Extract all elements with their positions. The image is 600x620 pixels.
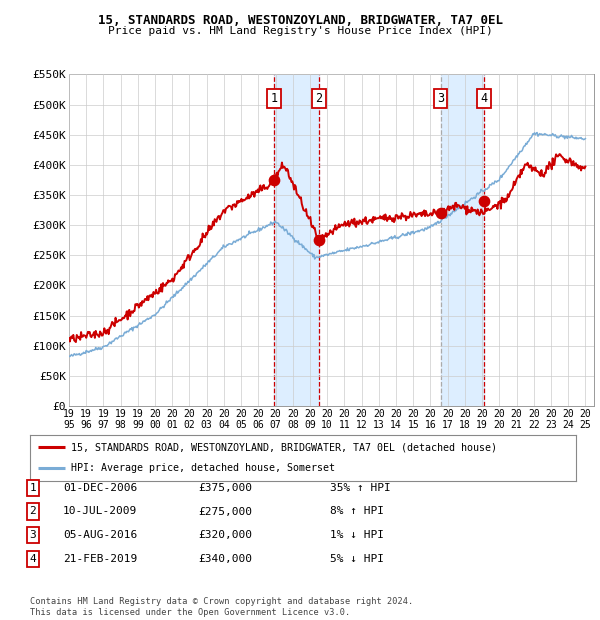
- Text: 4: 4: [29, 554, 37, 564]
- Text: 05-AUG-2016: 05-AUG-2016: [63, 530, 137, 540]
- Text: 2: 2: [29, 507, 37, 516]
- Text: £340,000: £340,000: [198, 554, 252, 564]
- Text: 3: 3: [437, 92, 444, 105]
- Text: 8% ↑ HPI: 8% ↑ HPI: [330, 507, 384, 516]
- Point: [269, 175, 279, 185]
- Bar: [274, 74, 319, 406]
- Text: £375,000: £375,000: [198, 483, 252, 493]
- Text: 01-DEC-2006: 01-DEC-2006: [63, 483, 137, 493]
- Text: 3: 3: [29, 530, 37, 540]
- Text: £320,000: £320,000: [198, 530, 252, 540]
- Text: 1: 1: [29, 483, 37, 493]
- Text: 21-FEB-2019: 21-FEB-2019: [63, 554, 137, 564]
- Point: [314, 235, 324, 245]
- Text: 5% ↓ HPI: 5% ↓ HPI: [330, 554, 384, 564]
- Text: 10-JUL-2009: 10-JUL-2009: [63, 507, 137, 516]
- Text: 35% ↑ HPI: 35% ↑ HPI: [330, 483, 391, 493]
- Text: 2: 2: [316, 92, 322, 105]
- Text: 1% ↓ HPI: 1% ↓ HPI: [330, 530, 384, 540]
- Text: HPI: Average price, detached house, Somerset: HPI: Average price, detached house, Some…: [71, 463, 335, 473]
- Text: 1: 1: [271, 92, 278, 105]
- Text: Price paid vs. HM Land Registry's House Price Index (HPI): Price paid vs. HM Land Registry's House …: [107, 26, 493, 36]
- Text: 15, STANDARDS ROAD, WESTONZOYLAND, BRIDGWATER, TA7 0EL (detached house): 15, STANDARDS ROAD, WESTONZOYLAND, BRIDG…: [71, 443, 497, 453]
- Text: £275,000: £275,000: [198, 507, 252, 516]
- Bar: [440, 74, 484, 406]
- Text: 15, STANDARDS ROAD, WESTONZOYLAND, BRIDGWATER, TA7 0EL: 15, STANDARDS ROAD, WESTONZOYLAND, BRIDG…: [97, 14, 503, 27]
- Point: [436, 208, 445, 218]
- Point: [479, 196, 489, 206]
- Text: 4: 4: [481, 92, 488, 105]
- Text: Contains HM Land Registry data © Crown copyright and database right 2024.
This d: Contains HM Land Registry data © Crown c…: [30, 598, 413, 617]
